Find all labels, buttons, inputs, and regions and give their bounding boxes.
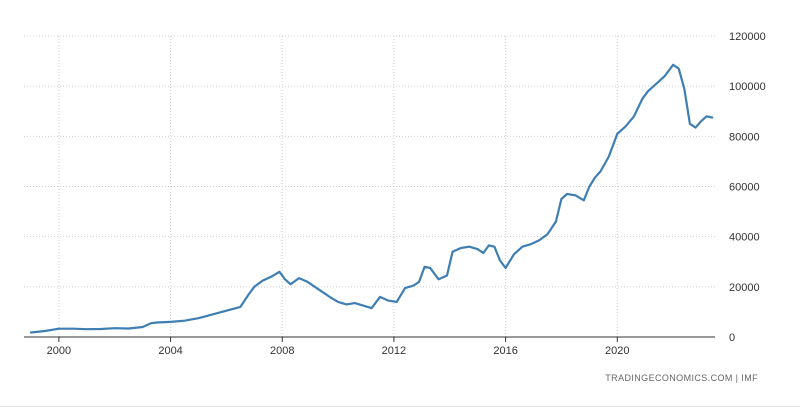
source-attribution: TRADINGECONOMICS.COM | IMF [605, 373, 758, 383]
y-axis: 0 20000 40000 60000 80000 100000 120000 [729, 31, 766, 344]
y-tick-label: 80000 [729, 131, 760, 143]
x-tick-label: 2012 [382, 345, 406, 357]
y-tick-label: 20000 [729, 282, 760, 294]
y-tick-label: 120000 [729, 31, 766, 43]
x-tick-label: 2020 [605, 345, 629, 357]
series-layer [29, 63, 714, 334]
x-tick-label: 2008 [270, 345, 294, 357]
x-axis: 2000 2004 2008 2012 2016 2020 [24, 336, 715, 357]
y-tick-label: 60000 [729, 182, 760, 194]
x-tick-label: 2000 [47, 345, 71, 357]
y-tick-label: 0 [729, 332, 735, 344]
y-tick-label: 100000 [729, 81, 766, 93]
x-tick-label: 2016 [493, 345, 517, 357]
gridlines [24, 35, 715, 337]
series-line [29, 63, 714, 334]
y-tick-label: 40000 [729, 232, 760, 244]
x-tick-label: 2004 [158, 345, 182, 357]
bottom-divider [0, 406, 800, 407]
